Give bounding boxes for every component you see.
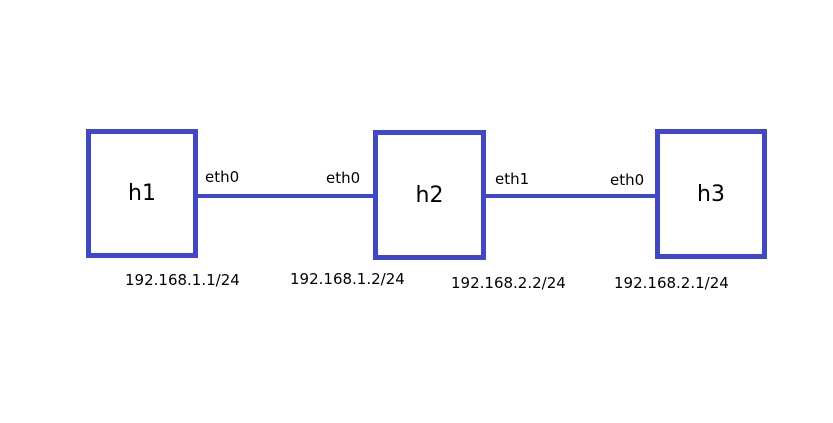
link-h2-h3 bbox=[484, 194, 658, 198]
host-h3-label: h3 bbox=[697, 181, 725, 207]
host-h2: h2 bbox=[373, 130, 486, 260]
h3-ip-address: 192.168.2.1/24 bbox=[614, 274, 729, 292]
h2-eth0-label: eth0 bbox=[326, 169, 361, 187]
host-h3: h3 bbox=[655, 129, 767, 259]
link-h1-h2 bbox=[196, 194, 377, 198]
h1-eth0-label: eth0 bbox=[205, 168, 240, 186]
h2-eth1-ip-address: 192.168.2.2/24 bbox=[451, 274, 566, 292]
host-h1-label: h1 bbox=[128, 181, 156, 206]
h1-ip-address: 192.168.1.1/24 bbox=[125, 271, 240, 289]
h3-eth0-label: eth0 bbox=[610, 171, 645, 189]
host-h2-label: h2 bbox=[415, 182, 444, 208]
host-h1: h1 bbox=[86, 129, 198, 258]
h2-eth0-ip-address: 192.168.1.2/24 bbox=[290, 270, 405, 288]
h2-eth1-label: eth1 bbox=[495, 170, 530, 188]
